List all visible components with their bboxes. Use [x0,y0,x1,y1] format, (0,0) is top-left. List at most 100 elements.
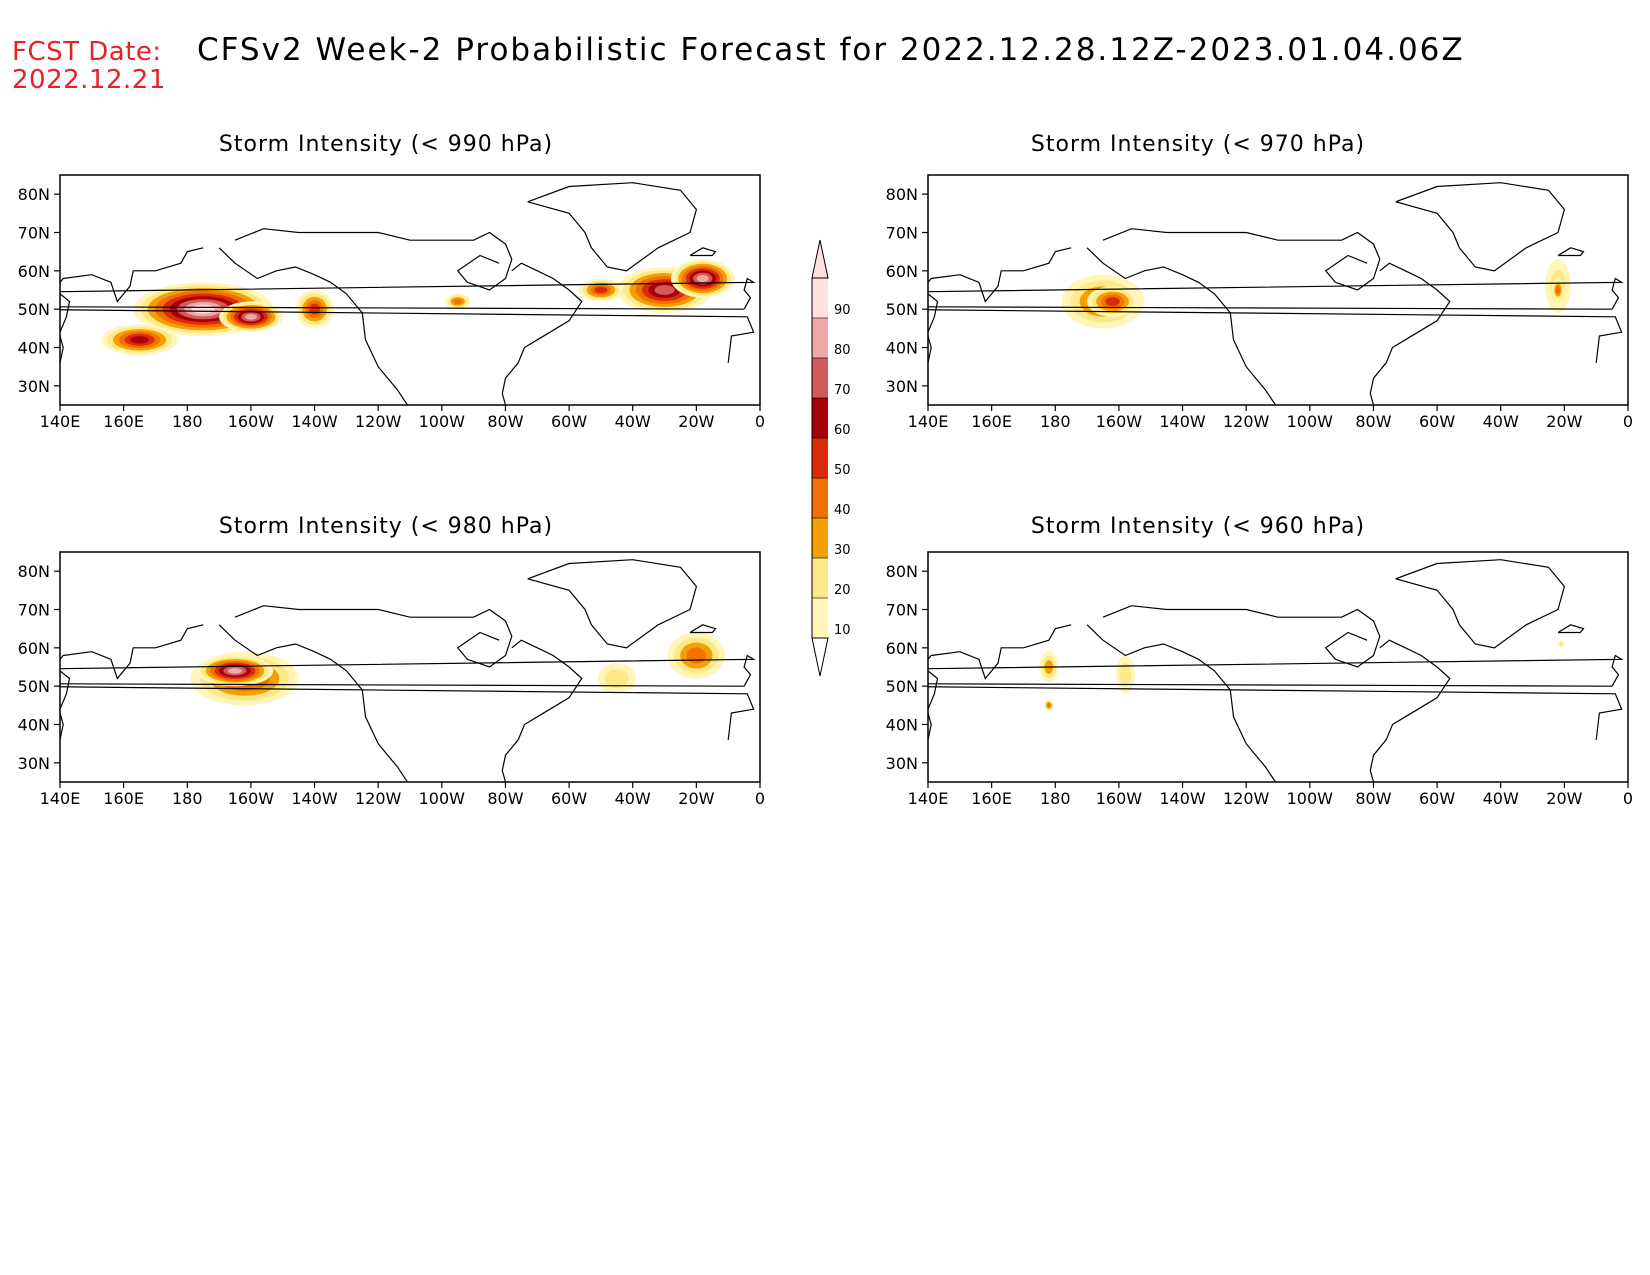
coastline [1086,247,1277,405]
lat-tick-label: 50N [886,677,918,696]
lon-tick-label: 0 [1623,789,1633,808]
coastline [1102,228,1381,291]
coastline [1557,624,1585,634]
lat-tick-label: 50N [18,677,50,696]
lon-tick-label: 120W [355,789,402,808]
lon-tick-label: 140W [291,789,338,808]
coastline [60,712,64,740]
lon-tick-label: 60W [551,789,587,808]
coastline [218,247,409,405]
lon-tick-label: 0 [755,412,765,431]
map-frame [927,551,1629,783]
lat-tick-label: 70N [18,224,50,243]
coastline [928,712,932,740]
probability-area [594,286,608,294]
coastline [60,247,204,333]
lon-tick-label: 160W [228,789,275,808]
colorbar-label: 10 [834,623,851,638]
lat-tick-label: 70N [886,224,918,243]
lon-tick-label: 160E [971,789,1012,808]
lat-tick-label: 70N [886,601,918,620]
colorbar-top-arrow [811,239,829,279]
probability-area [191,304,215,314]
coastline [527,559,698,649]
panel-title-960: Storm Intensity (< 960 hPa) [1030,514,1366,539]
lat-tick-label: 80N [886,185,918,204]
lat-tick-label: 80N [18,185,50,204]
lon-tick-label: 160W [1096,412,1143,431]
lon-tick-label: 160E [103,412,144,431]
lat-tick-label: 30N [18,754,50,773]
lon-tick-label: 80W [487,789,523,808]
colorbar-swatch [812,598,828,638]
coastline [928,335,932,363]
lon-tick-label: 20W [678,789,714,808]
colorbar-swatch [812,398,828,438]
lon-tick-label: 160W [228,412,275,431]
lon-tick-label: 140E [40,789,81,808]
lon-tick-label: 100W [419,789,466,808]
lon-tick-label: 120W [1223,789,1270,808]
coastline [1557,247,1585,257]
lon-tick-label: 140E [908,789,949,808]
fcst-date-label: FCST Date: [12,37,162,67]
coastline [501,262,583,405]
map-frame [59,551,761,783]
coastline [928,309,1623,363]
map-frame [59,174,761,406]
probability-area [686,647,707,664]
lat-tick-label: 50N [18,300,50,319]
probability-area [1559,641,1564,647]
fcst-date-block: FCST Date: 2022.12.21 [12,38,166,94]
lon-tick-label: 180 [1040,412,1071,431]
probability-area [1119,662,1132,687]
colorbar-bottom-arrow [811,637,829,677]
lon-tick-label: 40W [1483,412,1519,431]
coastline [928,277,1624,310]
colorbar-swatch [812,278,828,318]
probability-area [453,298,463,305]
lon-tick-label: 120W [1223,412,1270,431]
lat-tick-label: 60N [18,262,50,281]
coastline [60,309,755,363]
lon-tick-label: 40W [615,789,651,808]
lat-tick-label: 30N [886,754,918,773]
panel-title-980: Storm Intensity (< 980 hPa) [218,514,554,539]
lon-tick-label: 180 [172,412,203,431]
probability-area [1105,297,1120,306]
coastline [928,654,1624,687]
coastline [60,335,64,363]
lon-tick-label: 120W [355,412,402,431]
coastline [1369,639,1451,782]
lon-tick-label: 60W [1419,789,1455,808]
coastline [1395,559,1566,649]
lat-tick-label: 40N [886,339,918,358]
lon-tick-label: 140W [291,412,338,431]
coastline [1102,605,1381,668]
coastline [1395,182,1566,272]
colorbar-swatch [812,518,828,558]
panel-title-990: Storm Intensity (< 990 hPa) [218,132,554,157]
coastline [60,654,756,687]
lon-tick-label: 180 [1040,789,1071,808]
coastline [234,605,513,668]
colorbar-label: 40 [834,503,851,518]
map-panel-p970: 80N 70N 60N 50N 40N 30N 140E 160E 180 160W 140W 120… [886,174,1633,431]
lon-tick-label: 100W [1287,789,1334,808]
coastline [1086,624,1277,782]
lon-tick-label: 80W [1355,412,1391,431]
lon-tick-label: 20W [678,412,714,431]
lon-tick-label: 160E [103,789,144,808]
lat-tick-label: 30N [886,377,918,396]
probability-area [605,669,629,688]
lat-tick-label: 60N [886,639,918,658]
lat-tick-label: 50N [886,300,918,319]
lat-tick-label: 60N [18,639,50,658]
lon-tick-label: 20W [1546,789,1582,808]
colorbar-swatch [812,558,828,598]
coastline [60,624,204,710]
fcst-date-value: 2022.12.21 [12,65,166,95]
colorbar-label: 80 [834,343,851,358]
lon-tick-label: 80W [1355,789,1391,808]
